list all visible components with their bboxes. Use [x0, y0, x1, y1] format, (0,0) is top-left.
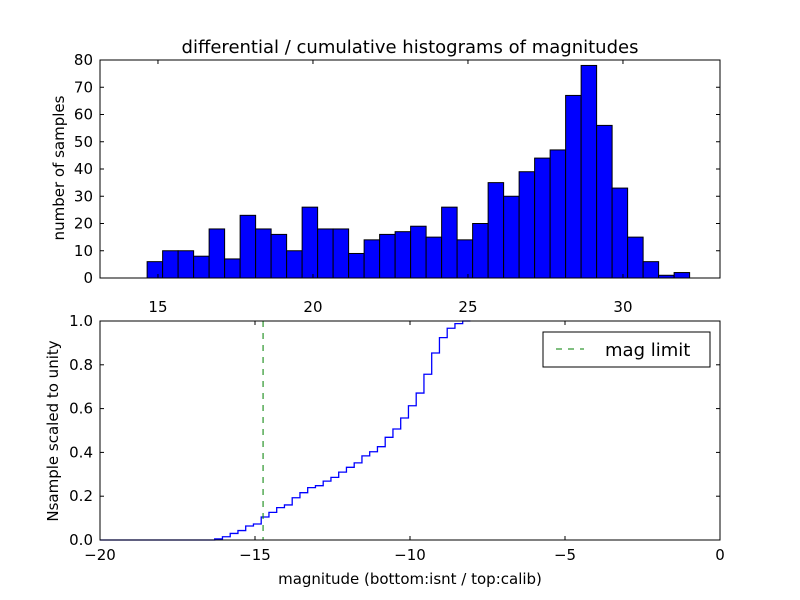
histogram-bar	[642, 261, 660, 279]
histogram-bar	[472, 223, 489, 279]
histogram-bar	[503, 195, 520, 279]
y-tick-label: 0.8	[69, 356, 93, 374]
histogram-bar	[611, 187, 629, 279]
y-tick-label: 0.2	[69, 487, 93, 505]
top-ylabel: number of samples	[50, 95, 68, 240]
chart-title: differential / cumulative histograms of …	[182, 37, 639, 58]
histogram-bar	[255, 228, 272, 279]
histogram-bar	[286, 250, 303, 279]
x-tick-label: 20	[303, 298, 322, 316]
x-tick-label: −10	[394, 546, 426, 564]
histogram-bar	[487, 182, 505, 279]
y-tick-label: 10	[74, 242, 93, 260]
cumulative-line	[100, 320, 471, 541]
histogram-bar	[193, 255, 210, 279]
histogram-bar	[565, 94, 582, 279]
histogram-bar	[208, 228, 226, 279]
histogram-bar	[394, 231, 412, 279]
histogram-bar	[239, 214, 257, 279]
y-tick-label: 1.0	[69, 312, 93, 330]
bottom-xlabel: magnitude (bottom:isnt / top:calib)	[278, 570, 542, 588]
x-tick-label: 30	[613, 298, 632, 316]
y-tick-label: 80	[74, 51, 93, 69]
histogram-bar	[534, 157, 551, 279]
histogram-bar	[301, 206, 319, 279]
y-tick-label: 30	[74, 187, 93, 205]
histogram-bar	[456, 239, 474, 279]
histogram-bar	[224, 258, 241, 279]
y-tick-label: 50	[74, 133, 93, 151]
x-tick-label: 25	[458, 298, 477, 316]
histogram-bar	[162, 250, 179, 279]
y-tick-label: 20	[74, 215, 93, 233]
histogram-bar	[425, 236, 443, 279]
x-tick-label: 15	[148, 298, 167, 316]
y-tick-label: 0.4	[69, 443, 93, 461]
x-tick-label: −20	[84, 546, 116, 564]
histogram-bar	[441, 206, 458, 279]
legend-label: mag limit	[605, 340, 690, 361]
histogram-bar	[317, 228, 334, 279]
x-tick-label: −15	[239, 546, 271, 564]
bottom-ylabel: Nsample scaled to unity	[44, 340, 62, 521]
histogram-bar	[379, 233, 396, 279]
y-tick-label: 60	[74, 106, 93, 124]
histogram-bar	[363, 239, 381, 279]
y-tick-label: 0.0	[69, 531, 93, 549]
histogram-bar	[673, 272, 691, 279]
y-tick-label: 40	[74, 160, 93, 178]
y-tick-label: 0.6	[69, 400, 93, 418]
x-tick-label: −5	[554, 546, 576, 564]
histogram-bar	[518, 171, 536, 279]
histogram-bar	[596, 124, 613, 279]
histogram-bar	[146, 261, 164, 279]
histogram-bar	[410, 225, 427, 279]
histogram-bar	[348, 252, 365, 279]
histogram-bar	[580, 64, 598, 279]
x-tick-label: 0	[715, 546, 725, 564]
y-tick-label: 0	[83, 269, 93, 287]
histogram-bar	[270, 233, 288, 279]
histogram-bar	[177, 250, 195, 279]
histogram-bar	[332, 228, 350, 279]
histogram-bar	[549, 149, 567, 279]
histogram-bar	[627, 236, 644, 279]
legend: mag limit	[542, 331, 711, 368]
y-tick-label: 70	[74, 78, 93, 96]
